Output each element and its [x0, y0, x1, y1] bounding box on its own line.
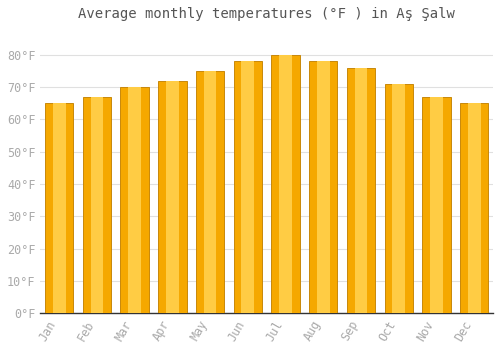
Bar — [234, 61, 262, 313]
Bar — [90, 97, 104, 313]
Bar — [158, 81, 186, 313]
Bar — [384, 84, 413, 313]
Bar — [272, 55, 299, 313]
Bar — [468, 103, 480, 313]
Title: Average monthly temperatures (°F ) in Aş Şalw: Average monthly temperatures (°F ) in Aş… — [78, 7, 455, 21]
Bar — [317, 61, 330, 313]
Bar — [83, 97, 111, 313]
Bar — [204, 71, 216, 313]
Bar — [128, 87, 141, 313]
Bar — [354, 68, 368, 313]
Bar — [392, 84, 405, 313]
Bar — [430, 97, 443, 313]
Bar — [422, 97, 450, 313]
Bar — [45, 103, 74, 313]
Bar — [279, 55, 292, 313]
Bar — [53, 103, 66, 313]
Bar — [347, 68, 375, 313]
Bar — [120, 87, 149, 313]
Bar — [309, 61, 338, 313]
Bar — [166, 81, 178, 313]
Bar — [242, 61, 254, 313]
Bar — [460, 103, 488, 313]
Bar — [196, 71, 224, 313]
